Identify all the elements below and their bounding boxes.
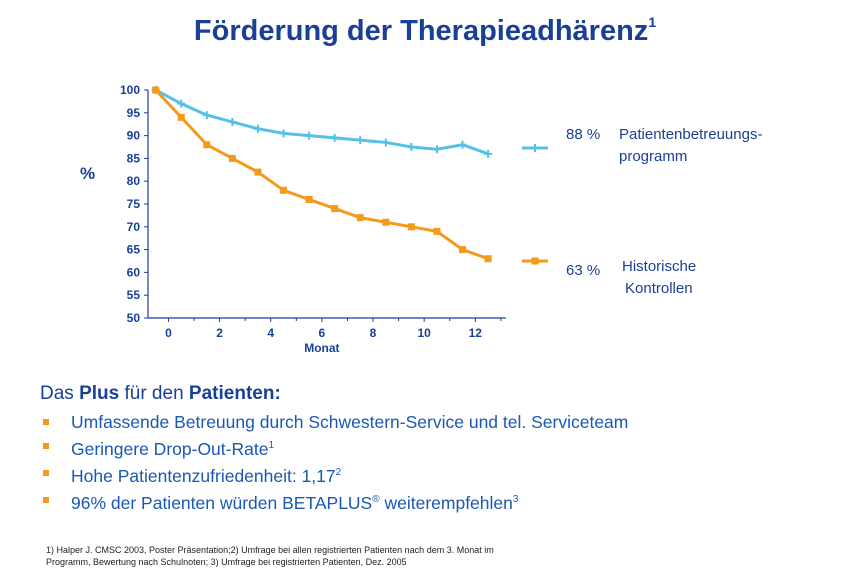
data-point-historic bbox=[305, 195, 313, 203]
legend-historic-name-line2: Kontrollen bbox=[625, 280, 693, 297]
footnote: 1) Halper J. CMSC 2003, Poster Präsentat… bbox=[46, 544, 726, 568]
footnote-line-2: Programm, Bewertung nach Schulnoten; 3) … bbox=[46, 557, 407, 567]
data-point-historic bbox=[484, 255, 492, 263]
y-tick-label: 80 bbox=[127, 174, 141, 188]
data-point-historic bbox=[433, 227, 441, 235]
data-point-historic bbox=[356, 214, 364, 222]
y-axis-label: % bbox=[80, 164, 96, 183]
data-point-support bbox=[484, 149, 493, 158]
page-title: Förderung der Therapieadhärenz1 bbox=[193, 14, 657, 47]
x-axis-label: Monat bbox=[304, 341, 339, 355]
legend-historic-name-line1: Historische bbox=[622, 258, 697, 275]
legend-marker-historic bbox=[531, 257, 539, 265]
benefit-item: 96% der Patienten würden BETAPLUS® weite… bbox=[40, 488, 840, 515]
y-tick-label: 100 bbox=[120, 83, 140, 97]
data-point-support bbox=[381, 138, 390, 147]
data-point-historic bbox=[203, 141, 211, 149]
y-tick-label: 90 bbox=[127, 129, 141, 143]
legend-marker-support bbox=[531, 144, 539, 152]
x-tick-label: 0 bbox=[165, 326, 172, 340]
y-tick-label: 60 bbox=[127, 265, 141, 279]
x-tick-label: 10 bbox=[417, 326, 431, 340]
series-line-historic bbox=[154, 88, 489, 261]
data-point-historic bbox=[459, 246, 467, 254]
data-point-support bbox=[356, 136, 365, 145]
y-tick-label: 70 bbox=[127, 220, 141, 234]
data-point-support bbox=[202, 111, 211, 120]
data-point-historic bbox=[228, 154, 236, 162]
data-point-support bbox=[228, 117, 237, 126]
data-point-support bbox=[177, 99, 186, 108]
title-footnote-ref: 1 bbox=[648, 14, 657, 30]
data-point-support bbox=[407, 143, 416, 151]
y-tick-label: 85 bbox=[127, 151, 141, 165]
data-point-support bbox=[253, 124, 262, 133]
x-tick-label: 12 bbox=[469, 326, 483, 340]
benefits-list: Umfassende Betreuung durch Schwestern-Se… bbox=[40, 410, 840, 515]
series-line-support bbox=[154, 88, 489, 156]
bullet-square-icon bbox=[43, 497, 49, 503]
footnote-line-1: 1) Halper J. CMSC 2003, Poster Präsentat… bbox=[46, 545, 494, 555]
y-tick-label: 95 bbox=[127, 106, 141, 120]
legend-support-name-line2: programm bbox=[619, 148, 688, 165]
data-point-historic bbox=[331, 205, 339, 213]
data-point-historic bbox=[254, 168, 262, 176]
y-tick-label: 50 bbox=[127, 311, 141, 325]
benefits-heading: Das Plus für den Patienten: bbox=[40, 383, 281, 404]
benefit-item: Hohe Patientenzufriedenheit: 1,172 bbox=[40, 461, 840, 488]
x-tick-label: 2 bbox=[216, 326, 223, 340]
bullet-square-icon bbox=[43, 419, 49, 425]
legend-support-value: 88 % bbox=[566, 126, 601, 143]
data-point-support bbox=[305, 131, 314, 140]
data-point-historic bbox=[177, 113, 185, 121]
adherence-line-chart: 50 55 60 65 70 75 80 85 90 95 100 0 2 4 6 8 10 12 Monat bbox=[120, 83, 548, 355]
data-point-support bbox=[279, 129, 288, 138]
data-point-historic bbox=[382, 218, 390, 226]
benefits-section: Das Plus für den Patienten: Umfassende B… bbox=[40, 383, 840, 515]
legend-historic-value: 63 % bbox=[566, 262, 601, 279]
data-point-historic bbox=[152, 86, 160, 94]
data-point-support bbox=[458, 140, 467, 149]
bullet-square-icon bbox=[43, 470, 49, 476]
y-tick-label: 55 bbox=[127, 288, 141, 302]
y-tick-label: 75 bbox=[127, 197, 141, 211]
legend-support-name-line1: Patientenbetreuungs- bbox=[619, 126, 763, 143]
data-point-historic bbox=[407, 223, 415, 231]
benefit-item: Geringere Drop-Out-Rate1 bbox=[40, 434, 840, 461]
x-tick-label: 8 bbox=[370, 326, 377, 340]
benefit-item: Umfassende Betreuung durch Schwestern-Se… bbox=[40, 410, 840, 434]
data-point-support bbox=[330, 133, 339, 142]
bullet-square-icon bbox=[43, 443, 49, 449]
x-tick-label: 4 bbox=[267, 326, 274, 340]
data-point-support bbox=[432, 145, 441, 154]
data-point-historic bbox=[280, 186, 288, 194]
x-tick-label: 6 bbox=[319, 326, 326, 340]
y-tick-label: 65 bbox=[127, 243, 141, 257]
